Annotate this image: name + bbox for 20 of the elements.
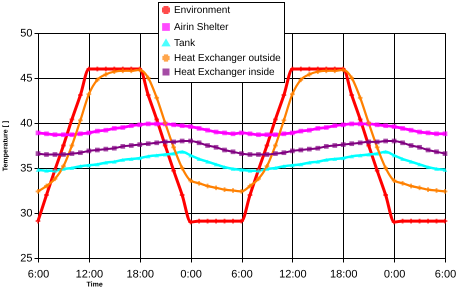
legend-label: Environment (174, 5, 230, 16)
y-tick-label: 30 (20, 208, 32, 220)
y-tick-label: 50 (20, 28, 32, 40)
legend-label: Heat Exchanger inside (174, 67, 276, 78)
y-tick-label: 40 (20, 118, 32, 130)
x-tick-label: 6:00 (231, 268, 253, 280)
legend-label: Airin Shelter (174, 22, 230, 33)
x-tick-label: 18:00 (330, 268, 358, 280)
x-tick-label: 18:00 (126, 268, 154, 280)
legend-label: Heat Exchanger outside (174, 53, 282, 64)
x-tick-label: 12:00 (279, 268, 307, 280)
y-tick-label: 35 (20, 162, 32, 174)
y-tick-label: 25 (20, 252, 32, 264)
legend-label: Tank (174, 38, 196, 49)
x-tick-label: 0:00 (180, 268, 202, 280)
x-tick-label: 6:00 (434, 268, 456, 280)
x-tick-label: 6:00 (28, 268, 50, 280)
x-tick-label: 12:00 (76, 268, 104, 280)
x-tick-label: 0:00 (384, 268, 406, 280)
y-tick-label: 45 (20, 72, 32, 84)
